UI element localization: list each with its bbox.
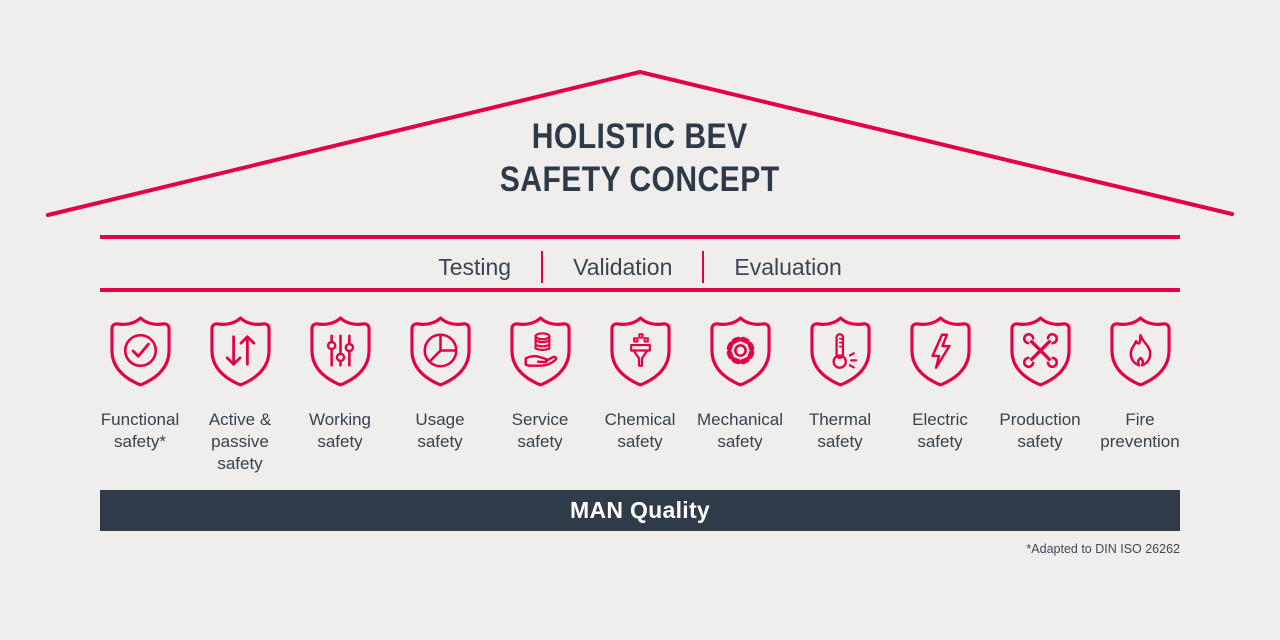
pillar-label: Mechanical safety [697, 410, 783, 451]
shield-sliders-icon [309, 315, 372, 388]
phase-evaluation: Evaluation [734, 253, 842, 280]
pillar-label: Working safety [308, 410, 372, 451]
quality-bar: MAN Quality [100, 490, 1180, 531]
pillar-label: Production safety [999, 410, 1081, 451]
safety-pillar: Thermal safety [790, 315, 890, 474]
safety-pillar: Working safety [290, 315, 390, 474]
page-title-line2: SAFETY CONCEPT [500, 159, 780, 199]
page-title-line1: HOLISTIC BEV [532, 117, 748, 156]
pillar-label: Service safety [511, 410, 569, 451]
shield-bolt-icon [909, 315, 972, 388]
phases-row: Testing Validation Evaluation [100, 246, 1180, 288]
top-divider-line [100, 235, 1180, 239]
phase-testing: Testing [438, 253, 512, 280]
safety-pillar: Functional safety* [90, 315, 190, 474]
shield-flame-icon [1109, 315, 1172, 388]
pillar-label: Usage safety [415, 410, 465, 451]
phase-validation: Validation [573, 253, 673, 280]
safety-pillars-row: Functional safety* Active & passive safe… [90, 315, 1190, 474]
safety-pillar: Production safety [990, 315, 1090, 474]
pillar-label: Chemical safety [604, 410, 676, 451]
phase-separator [702, 251, 705, 283]
footnote: *Adapted to DIN ISO 26262 [1026, 542, 1180, 556]
safety-pillar: Chemical safety [590, 315, 690, 474]
pillar-label: Active & passive safety [208, 410, 272, 473]
pillar-label: Thermal safety [808, 410, 872, 451]
safety-pillar: Usage safety [390, 315, 490, 474]
pillar-label: Electric safety [912, 410, 968, 451]
pillar-label: Fire prevention [1100, 410, 1180, 451]
safety-pillar: Electric safety [890, 315, 990, 474]
safety-pillar: Service safety [490, 315, 590, 474]
shield-arrows-icon [209, 315, 272, 388]
shield-wrenches-icon [1009, 315, 1072, 388]
safety-pillar: Fire prevention [1090, 315, 1190, 474]
shield-gear-icon [709, 315, 772, 388]
pillar-label: Functional safety* [100, 410, 180, 451]
shield-thermometer-icon [809, 315, 872, 388]
quality-bar-label: MAN Quality [569, 497, 711, 523]
bottom-divider-line [100, 288, 1180, 292]
shield-check-icon [109, 315, 172, 388]
shield-hand-coins-icon [509, 315, 572, 388]
phase-separator [541, 251, 544, 283]
shield-pie-icon [409, 315, 472, 388]
shield-funnel-icon [609, 315, 672, 388]
safety-pillar: Mechanical safety [690, 315, 790, 474]
page-title: HOLISTIC BEV SAFETY CONCEPT [0, 116, 1280, 201]
safety-pillar: Active & passive safety [190, 315, 290, 474]
